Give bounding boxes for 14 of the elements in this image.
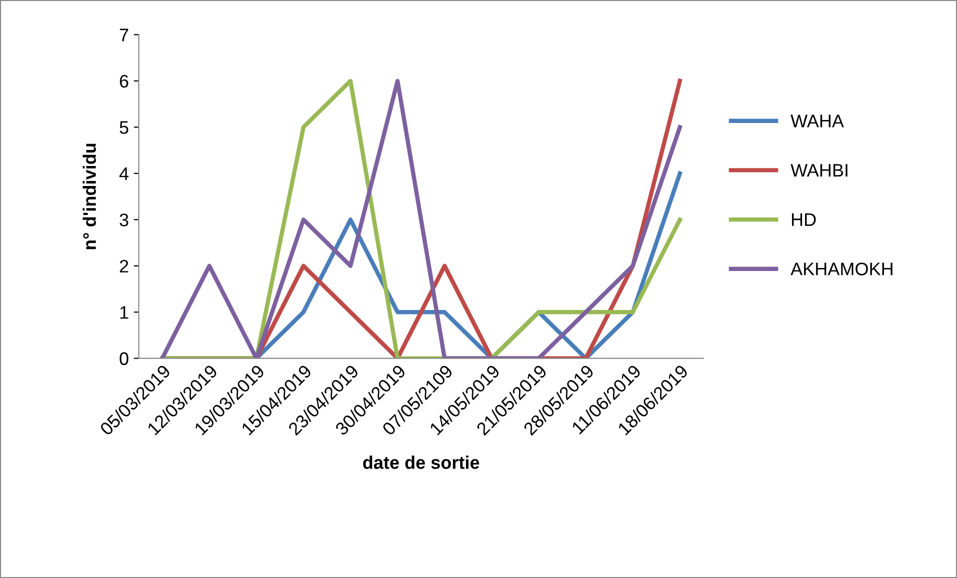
legend-label: WAHA [790, 114, 844, 128]
legend-label: WAHBI [790, 164, 848, 177]
y-axis-title: n° d'individu [82, 144, 96, 250]
legend-label: AKHAMOKH [790, 262, 892, 276]
y-tick-label: 7 [120, 28, 128, 42]
y-tick-label: 6 [120, 74, 128, 88]
y-tick-label: 3 [120, 214, 128, 226]
legend-label: HD [792, 213, 816, 226]
y-tick-label: 4 [119, 168, 129, 180]
y-tick-label: 5 [120, 121, 128, 134]
y-tick-label: 0 [120, 352, 128, 366]
y-tick-label: 2 [120, 260, 128, 272]
y-tick-label: 1 [120, 306, 128, 319]
x-axis-title: date de sortie [363, 456, 480, 469]
